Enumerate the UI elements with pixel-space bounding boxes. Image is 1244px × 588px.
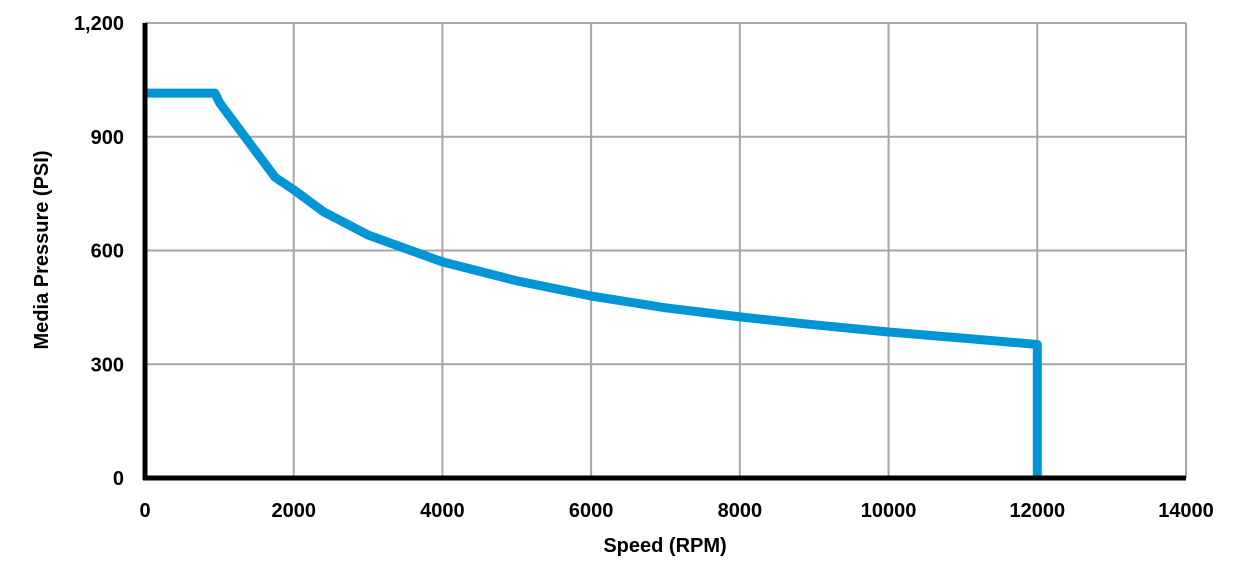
x-tick-label: 10000 bbox=[861, 500, 917, 522]
y-tick-labels: 0 300 600 900 1,200 bbox=[74, 13, 124, 490]
y-tick-label: 0 bbox=[113, 468, 124, 490]
x-tick-labels: 0 2000 4000 6000 8000 10000 12000 14000 bbox=[139, 500, 1213, 522]
x-tick-label: 4000 bbox=[420, 500, 465, 522]
grid-lines bbox=[145, 23, 1186, 478]
x-tick-label: 6000 bbox=[569, 500, 614, 522]
x-tick-label: 8000 bbox=[718, 500, 763, 522]
y-axis-label: Media Pressure (PSI) bbox=[31, 151, 53, 350]
x-tick-label: 12000 bbox=[1009, 500, 1065, 522]
y-tick-label: 600 bbox=[91, 241, 124, 263]
y-tick-label: 1,200 bbox=[74, 13, 124, 35]
x-tick-label: 2000 bbox=[271, 500, 316, 522]
y-tick-label: 300 bbox=[91, 354, 124, 376]
y-tick-label: 900 bbox=[91, 127, 124, 149]
x-tick-label: 14000 bbox=[1158, 500, 1214, 522]
x-axis-label: Speed (RPM) bbox=[603, 535, 726, 557]
x-tick-label: 0 bbox=[139, 500, 150, 522]
